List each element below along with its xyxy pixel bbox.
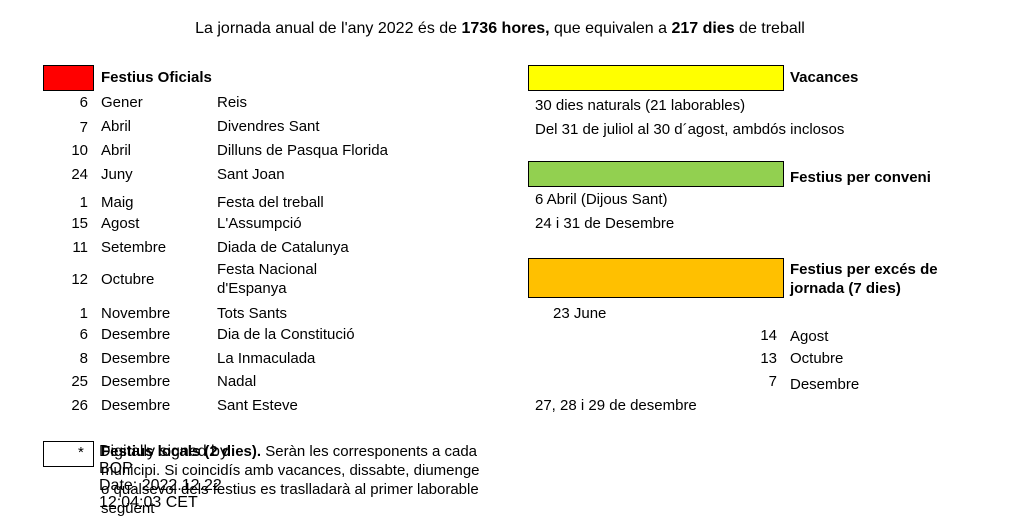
oficials-month: Octubre xyxy=(101,271,155,288)
oficials-month: Abril xyxy=(101,118,132,135)
exces-month: Octubre xyxy=(790,350,844,367)
exces-heading: Festius per excés de xyxy=(790,261,938,278)
oficials-day: 7 xyxy=(79,119,88,136)
exces-day: 14 xyxy=(760,327,777,344)
vacances-line: Del 31 de juliol al 30 d´agost, ambdós i… xyxy=(535,121,845,138)
oficials-month: Setembre xyxy=(101,239,167,256)
signature-line2: BOP xyxy=(99,460,133,477)
oficials-day: 26 xyxy=(71,397,88,414)
vacances-heading: Vacances xyxy=(790,69,859,86)
title-post: de treball xyxy=(734,20,805,37)
oficials-month: Maig xyxy=(101,194,134,211)
oficials-name: L'Assumpció xyxy=(217,215,302,232)
oficials-day: 15 xyxy=(71,215,88,232)
oficials-name: Sant Joan xyxy=(217,166,285,183)
oficials-month: Abril xyxy=(101,142,132,159)
oficials-name: Tots Sants xyxy=(217,305,288,322)
conveni-heading: Festius per conveni xyxy=(790,169,931,186)
locals-marker-box xyxy=(43,441,94,467)
oficials-day: 11 xyxy=(72,239,88,256)
oficials-month: Novembre xyxy=(101,305,171,322)
exces-heading-line2: jornada (7 dies) xyxy=(790,280,901,297)
exces-month: Agost xyxy=(790,328,829,345)
oficials-name: Dilluns de Pasqua Florida xyxy=(217,142,388,159)
oficials-name: Festa del treball xyxy=(217,194,324,211)
title-hours: 1736 hores, xyxy=(461,20,550,37)
oficials-day: 10 xyxy=(71,142,88,159)
oficials-day: 25 xyxy=(71,373,88,390)
conveni-line: 24 i 31 de Desembre xyxy=(535,215,675,232)
locals-text-line3: o qualsevol dels festius es traslladarà … xyxy=(101,481,479,498)
exces-item: 27, 28 i 29 de desembre xyxy=(535,397,697,414)
oficials-month: Desembre xyxy=(101,397,171,414)
title-mid: que equivalen a xyxy=(549,20,672,37)
locals-text-line2: municipi. Si coincidís amb vacances, dis… xyxy=(101,462,480,479)
exces-day: 7 xyxy=(768,373,777,390)
locals-text-line4: següent xyxy=(101,500,155,517)
oficials-day: 6 xyxy=(79,94,88,111)
signature-line4: 12:04:03 CET xyxy=(99,494,198,511)
oficials-month: Agost xyxy=(101,215,140,232)
vacances-line: 30 dies naturals (21 laborables) xyxy=(535,97,746,114)
oficials-name: Reis xyxy=(217,94,248,111)
oficials-color-swatch xyxy=(43,65,94,91)
locals-line1: Seràn les corresponents a cada xyxy=(261,443,478,460)
oficials-month: Juny xyxy=(101,166,133,183)
oficials-month: Desembre xyxy=(101,373,171,390)
oficials-day: 1 xyxy=(79,305,88,322)
exces-day: 13 xyxy=(760,350,777,367)
locals-heading: Festius locals (2 dies). xyxy=(101,443,262,460)
oficials-day: 6 xyxy=(79,326,88,343)
oficials-heading: Festius Oficials xyxy=(101,69,212,86)
exces-color-swatch xyxy=(528,258,784,298)
oficials-name: La Inmaculada xyxy=(217,350,316,367)
page-title: La jornada anual de l'any 2022 és de 173… xyxy=(0,19,1000,39)
oficials-day: 8 xyxy=(79,350,88,367)
oficials-month: Desembre xyxy=(101,350,171,367)
oficials-day: 24 xyxy=(71,166,88,183)
exces-month: Desembre xyxy=(790,376,860,393)
oficials-name: Diada de Catalunya xyxy=(217,239,349,256)
oficials-name: Dia de la Constitució xyxy=(217,326,355,343)
oficials-name: Festa Nacional xyxy=(217,261,318,278)
locals-text-line1: Festius locals (2 dies). Seràn les corre… xyxy=(101,443,477,461)
oficials-month: Desembre xyxy=(101,326,171,343)
oficials-month: Gener xyxy=(101,94,143,111)
locals-marker: * xyxy=(78,444,84,461)
vacances-color-swatch xyxy=(528,65,784,91)
oficials-name: Nadal xyxy=(217,373,257,390)
title-days: 217 dies xyxy=(671,20,735,37)
oficials-name-line2: d'Espanya xyxy=(217,280,287,297)
exces-item: 23 June xyxy=(553,305,607,322)
signature-line1: Digitally signed by xyxy=(99,443,228,460)
oficials-day: 12 xyxy=(71,271,88,288)
oficials-day: 1 xyxy=(79,194,88,211)
conveni-color-swatch xyxy=(528,161,784,187)
oficials-name: Divendres Sant xyxy=(217,118,320,135)
title-pre: La jornada anual de l'any 2022 és de xyxy=(195,20,462,37)
signature-line3: Date: 2022.12.22 xyxy=(99,477,222,494)
conveni-line: 6 Abril (Dijous Sant) xyxy=(535,191,668,208)
oficials-name: Sant Esteve xyxy=(217,397,298,414)
